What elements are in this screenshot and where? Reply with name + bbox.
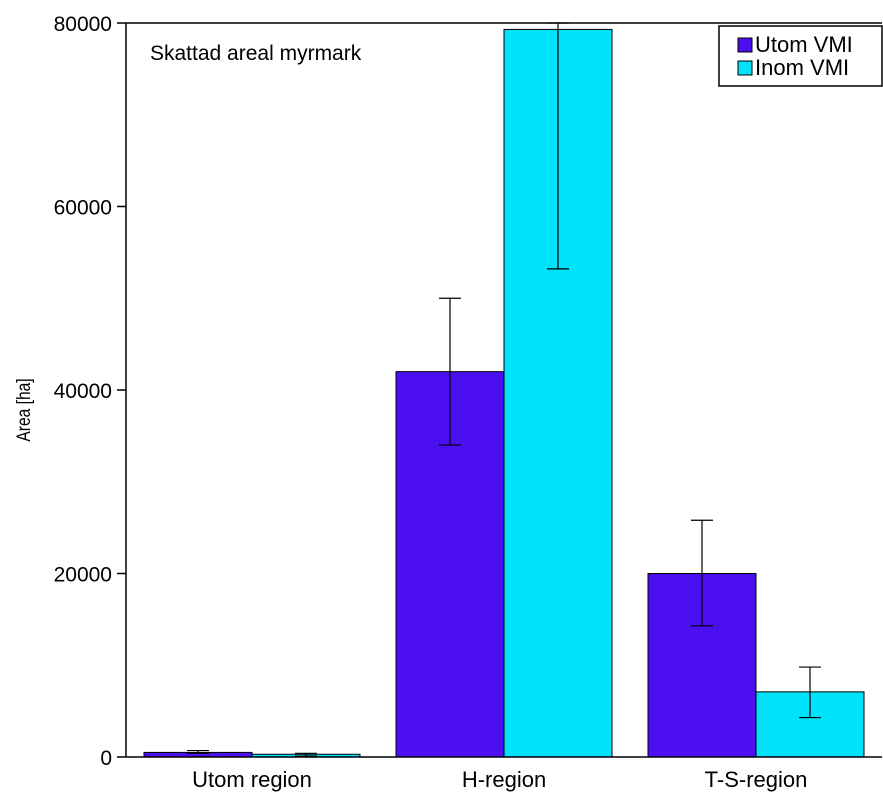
error-bar-utom-vmi-h-region <box>439 297 461 446</box>
legend-box <box>718 25 883 87</box>
error-bar-utom-vmi-utom-region <box>187 749 209 754</box>
y-tick-label: 40000 <box>54 380 112 403</box>
chart-annotation: Skattad areal myrmark <box>150 42 362 65</box>
legend-label-inom-vmi: Inom VMI <box>755 55 849 80</box>
error-bars-layer <box>187 22 821 757</box>
y-tick-label: 80000 <box>54 13 112 36</box>
legend-swatch-inom-vmi <box>737 60 753 76</box>
error-bar-inom-vmi-utom-region <box>295 752 317 757</box>
legend-swatch-utom-vmi <box>737 37 753 53</box>
y-tick-label: 60000 <box>54 197 112 220</box>
x-category-label-h-region: H-region <box>462 767 546 792</box>
error-bar-utom-vmi-t-s-region <box>691 519 713 627</box>
y-tick-label: 0 <box>100 747 112 770</box>
error-bar-inom-vmi-t-s-region <box>799 666 821 719</box>
y-tick-label: 20000 <box>54 564 112 587</box>
legend-label-utom-vmi: Utom VMI <box>755 32 853 57</box>
y-axis-label: Area [ha] <box>13 378 35 441</box>
labels-layer: 0 20000 40000 60000 80000 Utom region H-region… <box>54 13 808 792</box>
x-category-label-t-s-region: T-S-region <box>705 767 808 792</box>
bars-layer <box>143 28 865 758</box>
legend: Utom VMI Inom VMI <box>718 25 883 87</box>
x-category-label-utom-region: Utom region <box>192 767 312 792</box>
axes-layer <box>117 22 882 758</box>
